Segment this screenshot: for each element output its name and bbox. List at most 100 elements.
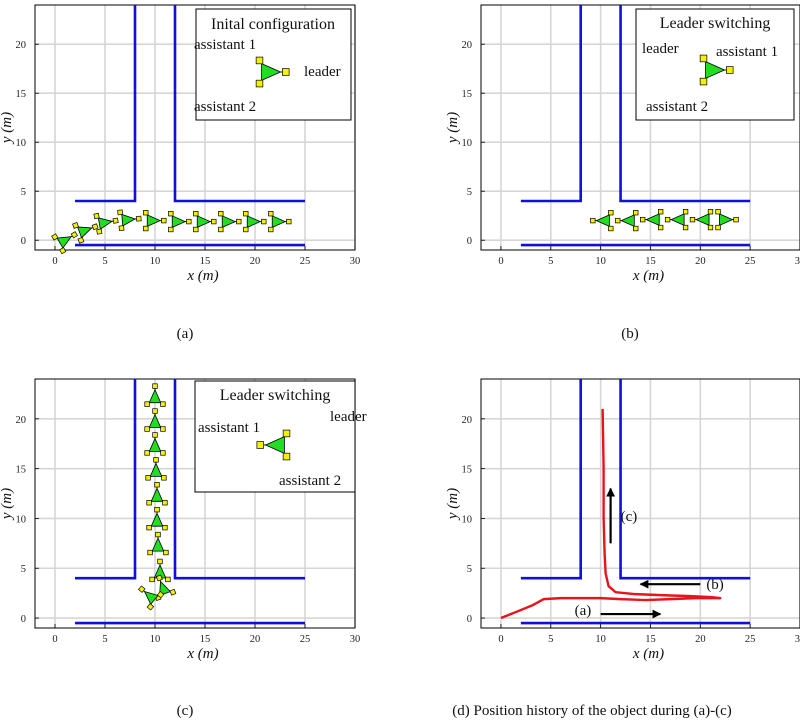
robot-body <box>196 215 212 228</box>
robot-assistant2-node <box>707 209 714 215</box>
robot-assistant1-node <box>255 56 264 65</box>
robot-body <box>620 214 635 227</box>
robot-assistant1-node <box>149 576 155 583</box>
robot-assistant2-node <box>169 588 177 596</box>
robot-assistant2-node <box>160 450 166 456</box>
plot-frame <box>34 378 356 629</box>
corridor-wall <box>619 5 751 203</box>
robot-body <box>719 213 734 226</box>
robot-assistant1-node <box>72 222 79 229</box>
panel-a: 0 5 10 15 20 25 30 0 5 10 15 20 x (m) y (m) Inital con… <box>0 4 360 342</box>
plot-frame <box>34 4 356 251</box>
robot-body <box>705 60 726 80</box>
y-tick-label: 0 <box>467 236 472 247</box>
legend-label: assistant 1 <box>716 44 778 60</box>
x-tick-label: 5 <box>548 256 553 267</box>
robot-assistant1-node <box>715 209 721 215</box>
x-tick-label: 0 <box>52 634 57 645</box>
robot-body <box>261 62 282 82</box>
y-tick-label: 20 <box>16 40 27 51</box>
y-tick-label: 20 <box>16 415 27 426</box>
robot-body <box>149 462 163 477</box>
robot-assistant2-node <box>160 401 166 407</box>
x-tick-label: 15 <box>200 256 211 267</box>
corridor-wall <box>619 379 751 580</box>
legend-label: assistant 2 <box>646 99 708 115</box>
robot-assistant1-node <box>193 211 199 217</box>
robot-assistant1-node <box>146 524 152 531</box>
robot-assistant2-node <box>77 236 85 244</box>
robot-body <box>150 512 164 527</box>
robot-assistant2-node <box>163 549 169 556</box>
y-tick-label: 10 <box>462 138 473 149</box>
legend-label: assistant 1 <box>198 420 260 436</box>
plot-frame <box>480 378 800 629</box>
x-tick-label: 20 <box>695 634 706 645</box>
robot-assistant1-node <box>707 224 714 231</box>
robot-leader-node <box>112 217 119 224</box>
y-tick-label: 0 <box>21 614 26 625</box>
legend-label: assistant 2 <box>279 473 341 489</box>
y-tick-label: 5 <box>21 564 26 575</box>
robot-assistant1-node <box>144 401 150 407</box>
y-axis-label: y (m) <box>0 488 15 521</box>
y-tick-label: 5 <box>467 564 472 575</box>
robot-assistant1-node <box>144 450 150 456</box>
panel-b: 0 5 10 15 20 25 30 0 5 10 15 20 x (m) y (m) Leader swi… <box>445 4 800 342</box>
robot-body <box>56 236 73 249</box>
robot-leader-node <box>590 217 596 224</box>
legend: Leader switching assistant 1 leader assista… <box>194 380 367 493</box>
panel-caption: (c) <box>177 703 194 719</box>
robot-assistant2-node <box>59 247 67 255</box>
robot-assistant2-node <box>162 500 168 506</box>
robot-assistant1-node <box>608 225 614 232</box>
y-axis-label: y (m) <box>0 112 15 145</box>
robot-body <box>148 388 162 404</box>
robot-body <box>595 214 610 227</box>
x-axis-label: x (m) <box>632 268 664 284</box>
robot-leader-node <box>157 558 163 565</box>
x-axis-label: x (m) <box>186 646 218 662</box>
robot-assistant1-node <box>147 549 153 556</box>
y-tick-label: 20 <box>462 415 473 426</box>
robot-leader-node <box>211 218 217 225</box>
robot-body <box>151 537 165 552</box>
robot-assistant1-node <box>51 233 59 241</box>
robot-assistant2-node <box>243 226 249 233</box>
panel-caption: (a) <box>177 326 194 342</box>
robot-assistant1-node <box>218 211 224 217</box>
legend-title: Leader switching <box>660 15 771 32</box>
legend: Leader switching leader assistant 1 assista… <box>635 8 795 121</box>
robot-leader-node <box>615 217 621 224</box>
robot-leader-node <box>161 217 167 224</box>
x-tick-label: 30 <box>795 634 800 645</box>
robot-leader-node <box>155 574 163 582</box>
x-tick-label: 25 <box>300 256 311 267</box>
x-tick-label: 25 <box>745 634 756 645</box>
robot-assistant1-node <box>93 212 100 220</box>
robot-assistant2-node <box>608 210 614 216</box>
formation-robot <box>168 211 192 233</box>
robot-body <box>246 215 262 228</box>
robot-assistant1-node <box>146 500 152 506</box>
y-tick-label: 15 <box>16 465 27 476</box>
corridor-wall <box>173 5 305 203</box>
y-tick-label: 0 <box>21 236 26 247</box>
x-tick-label: 5 <box>102 634 107 645</box>
formation-robot <box>144 432 166 456</box>
robot-assistant2-node <box>96 228 103 235</box>
corridor-wall <box>75 5 137 203</box>
robot-assistant1-node <box>243 211 249 217</box>
robot-assistant2-node <box>160 426 166 432</box>
robot-body <box>159 580 172 597</box>
formation-robot <box>93 212 119 235</box>
legend-box <box>195 8 352 121</box>
robot-leader-node <box>137 585 146 593</box>
robot-assistant2-node <box>162 524 168 531</box>
robot-leader-node <box>152 408 158 414</box>
formation-robot <box>147 531 169 556</box>
corridor-wall <box>520 379 582 580</box>
robot-assistant2-node <box>218 226 224 233</box>
robot-assistant1-node <box>117 209 124 216</box>
x-tick-label: 15 <box>645 634 656 645</box>
